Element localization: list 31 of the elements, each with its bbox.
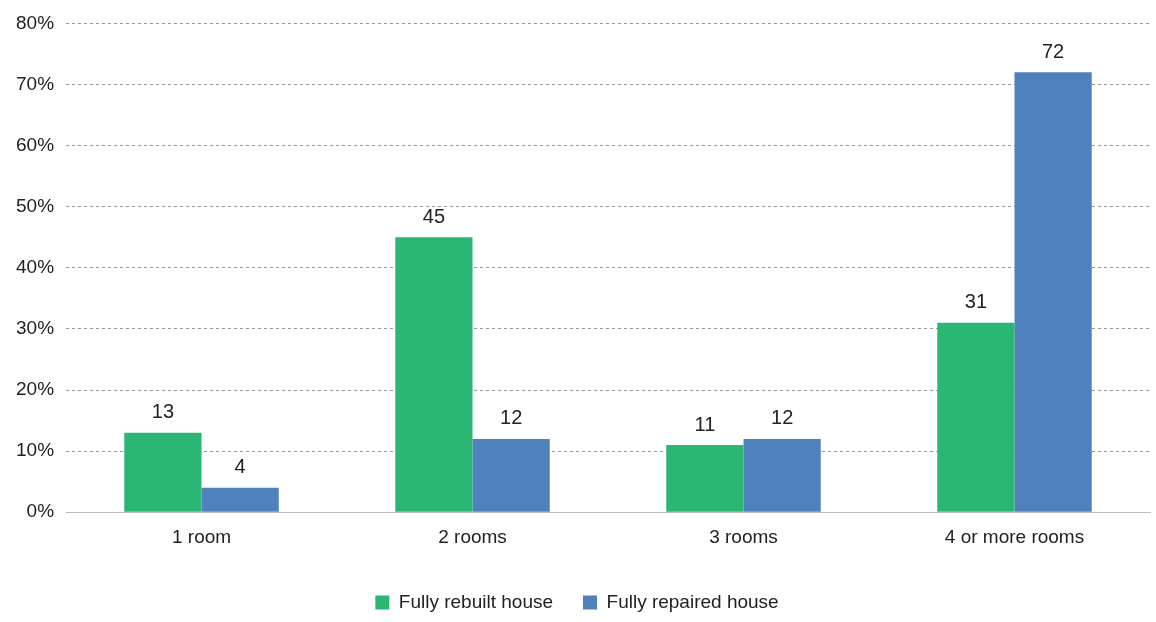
y-tick-label: 70% bbox=[16, 72, 55, 94]
y-tick-label: 50% bbox=[16, 194, 55, 216]
data-label: 72 bbox=[1041, 39, 1065, 62]
bar bbox=[124, 432, 202, 512]
bar bbox=[395, 237, 473, 512]
data-label: 13 bbox=[151, 400, 175, 423]
data-label: 31 bbox=[964, 290, 988, 313]
bar bbox=[201, 487, 279, 512]
y-tick-label: 80% bbox=[16, 11, 55, 33]
data-label: 45 bbox=[422, 204, 446, 227]
x-tick-label: 3 rooms bbox=[709, 525, 778, 547]
y-tick-label: 40% bbox=[16, 256, 55, 278]
bar bbox=[1014, 72, 1092, 512]
data-label: 12 bbox=[500, 406, 523, 429]
legend-label: Fully repaired house bbox=[606, 590, 779, 612]
x-tick-label: 2 rooms bbox=[438, 525, 507, 547]
x-tick-label: 4 or more rooms bbox=[944, 525, 1085, 547]
bar bbox=[666, 444, 744, 512]
x-tick-label: 1 room bbox=[171, 525, 232, 547]
y-tick-label: 30% bbox=[16, 317, 55, 339]
legend-label: Fully rebuilt house bbox=[398, 590, 554, 612]
data-label: 4 bbox=[234, 455, 246, 478]
data-label: 12 bbox=[771, 406, 794, 429]
data-label: 11 bbox=[694, 412, 716, 435]
y-tick-label: 0% bbox=[26, 500, 55, 522]
y-tick-label: 20% bbox=[16, 378, 55, 400]
bar bbox=[472, 438, 550, 512]
bar bbox=[937, 322, 1015, 512]
y-tick-label: 10% bbox=[16, 439, 55, 461]
y-tick-label: 60% bbox=[16, 133, 55, 155]
bar bbox=[743, 438, 821, 512]
